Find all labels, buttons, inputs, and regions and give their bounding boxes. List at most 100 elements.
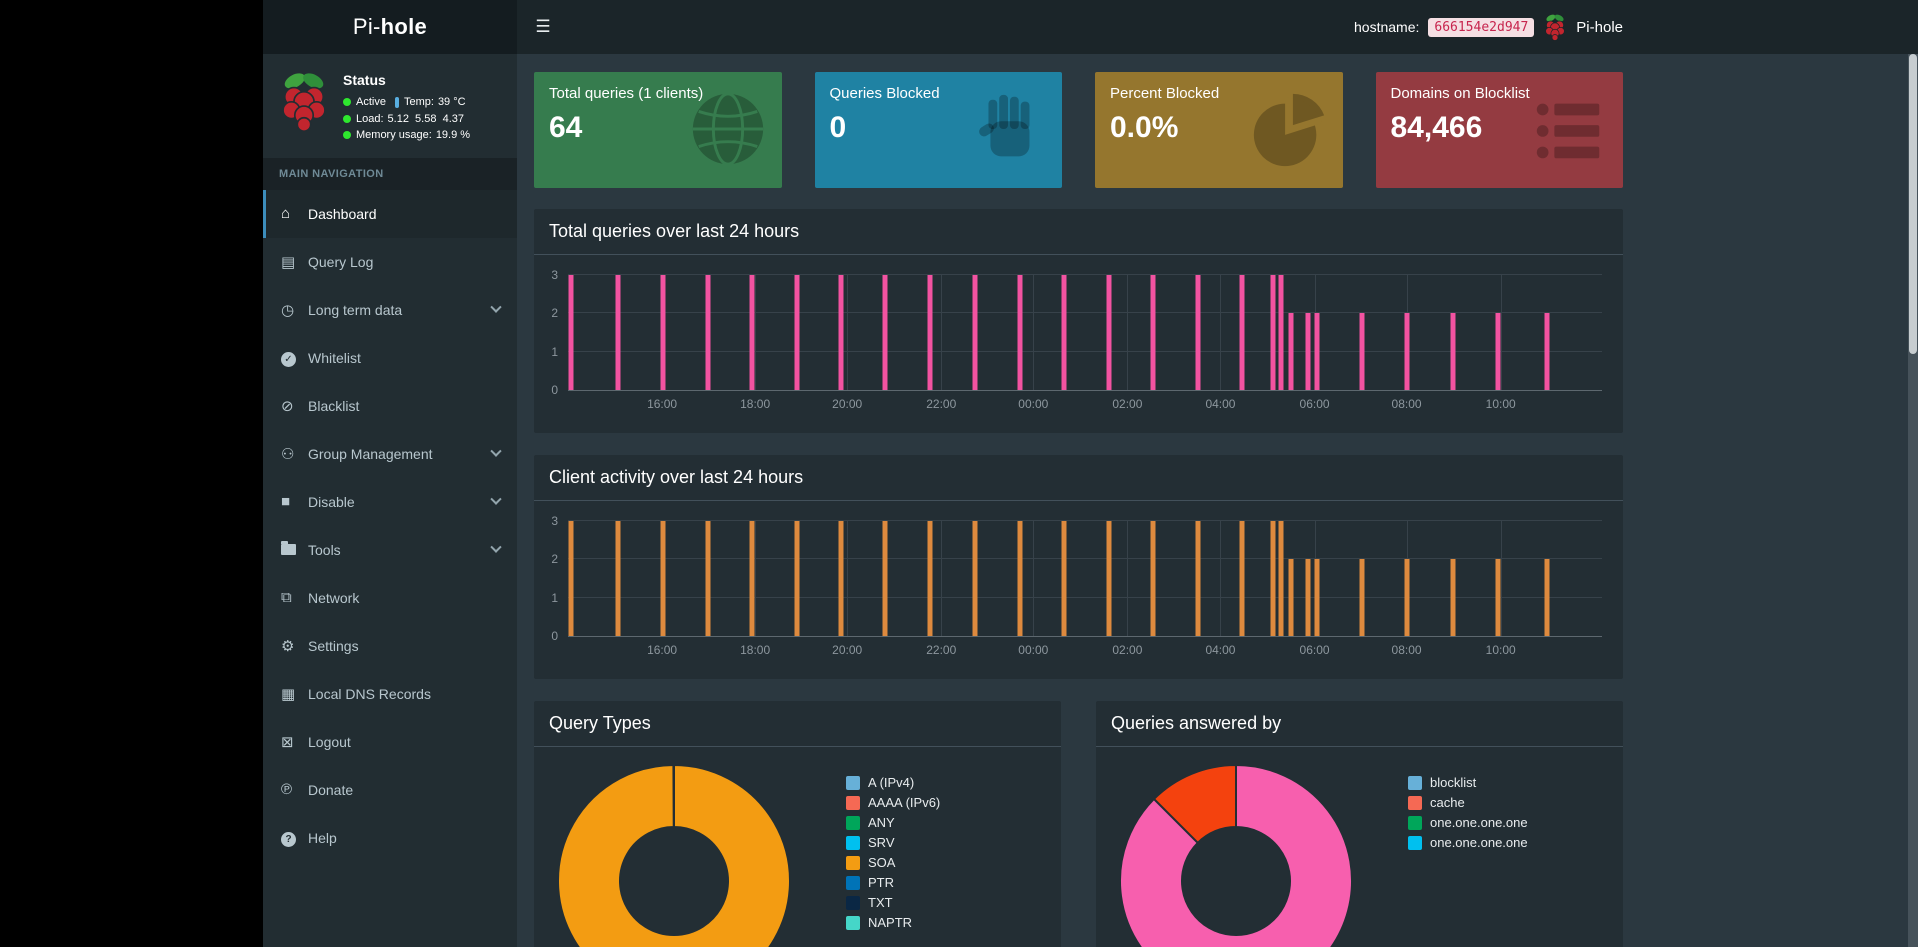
legend-item[interactable]: cache — [1408, 795, 1528, 810]
navbar-right: hostname: 666154e2d947 Pi-hole — [1354, 13, 1623, 41]
nav-section-label: MAIN NAVIGATION — [263, 157, 517, 190]
bar — [1017, 275, 1023, 390]
sidebar-item-dashboard[interactable]: ⌂ Dashboard — [263, 189, 517, 238]
legend-label: A (IPv4) — [868, 775, 915, 790]
legend-label: SRV — [868, 835, 895, 850]
sidebar-item-whitelist[interactable]: ✓ Whitelist — [263, 334, 517, 382]
temp-value: 39 °C — [437, 96, 466, 108]
bar — [1404, 559, 1410, 636]
legend-label: AAAA (IPv6) — [868, 795, 941, 810]
sidebar-item-group-management[interactable]: ⚇ Group Management — [263, 430, 517, 478]
legend-color-box — [846, 855, 860, 870]
legend-item[interactable]: PTR — [846, 875, 940, 890]
bar — [1150, 275, 1156, 390]
chevron-down-icon — [490, 301, 502, 313]
status-line-memory: Memory usage: 19.9 % — [343, 127, 470, 144]
sidebar-item-logout[interactable]: ⊠ Logout — [281, 733, 351, 751]
pie-chart-icon — [1253, 93, 1324, 167]
panel-body: blocklist cache one.one.one.one one.one.one… — [1096, 747, 1623, 947]
sidebar-item-donate[interactable]: ℗ Donate — [281, 781, 354, 798]
legend-item[interactable]: AAAA (IPv6) — [846, 795, 940, 810]
legend-item[interactable]: ANY — [846, 815, 940, 830]
legend-item[interactable]: one.one.one.one — [1408, 835, 1528, 850]
users-icon: ⚇ — [281, 445, 295, 463]
top-navbar: ☰ hostname: 666154e2d947 Pi-hole — [517, 0, 1918, 54]
donut-segment — [557, 763, 791, 947]
sidebar-item-tools[interactable]: Tools — [263, 526, 517, 574]
bar — [1305, 313, 1311, 390]
bar — [1288, 559, 1294, 636]
card-value: 84,466 — [1390, 111, 1483, 144]
bar — [882, 275, 888, 390]
file-icon: ▤ — [281, 253, 296, 271]
legend-color-box — [846, 795, 860, 810]
total-queries-chart: 0 1 2 3 16:00 18:00 20:00 22:00 00:00 02:00 04:00 0… — [551, 268, 1602, 411]
bar — [615, 275, 621, 390]
legend-label: PTR — [868, 875, 894, 890]
sidebar-item-network[interactable]: ⧉ Network — [281, 589, 360, 606]
percent-blocked-card: Percent Blocked 0.0% — [1095, 72, 1343, 188]
bar — [660, 521, 666, 636]
legend-item[interactable]: NAPTR — [846, 915, 940, 930]
raspberry-logo-icon — [1545, 14, 1566, 41]
hostname-badge: 666154e2d947 — [1428, 17, 1535, 37]
legend-color-box — [846, 875, 860, 890]
bar — [705, 275, 711, 390]
legend-item[interactable]: SOA — [846, 855, 940, 870]
sidebar-item-long-term-data[interactable]: ◷ Long term data — [263, 286, 517, 334]
bar — [568, 521, 574, 636]
panel-title: Total queries over last 24 hours — [534, 209, 1623, 255]
load-value: 5.12 5.58 4.37 — [387, 112, 464, 125]
bar — [1061, 275, 1067, 390]
sidebar: Status Active Temp: 39 °C Load: 5.12 5.5… — [263, 54, 517, 947]
sidebar-item-local-dns-records[interactable]: ▦ Local DNS Records — [281, 685, 431, 703]
bar — [1270, 275, 1276, 390]
client-activity-panel: Client activity over last 24 hours 0 1 2 3 1… — [534, 455, 1623, 679]
bar — [1195, 521, 1201, 636]
status-line-active: Active Temp: 39 °C — [343, 94, 470, 111]
logout-icon: ⊠ — [281, 733, 294, 751]
legend-item[interactable]: TXT — [846, 895, 940, 910]
globe-icon — [692, 92, 763, 166]
bar — [1544, 313, 1550, 390]
bar — [927, 275, 933, 390]
sidebar-toggle-button[interactable]: ☰ — [517, 0, 569, 54]
question-circle-icon: ? — [281, 829, 308, 847]
legend-label: ANY — [868, 815, 895, 830]
bar — [794, 275, 799, 390]
x-axis-tick: 00:00 — [1018, 397, 1049, 411]
bar — [1288, 313, 1294, 390]
bar — [1239, 521, 1245, 636]
hostname-label: hostname: — [1354, 19, 1420, 35]
legend-item[interactable]: SRV — [846, 835, 940, 850]
scrollbar-thumb[interactable] — [1909, 54, 1917, 354]
legend-item[interactable]: blocklist — [1408, 775, 1528, 790]
sidebar-item-disable[interactable]: ■ Disable — [263, 478, 517, 526]
main-header: Pi-hole ☰ hostname: 666154e2d947 Pi- — [263, 0, 1918, 54]
folder-icon — [281, 541, 308, 558]
queries-answered-by-panel: Queries answered by blocklist cache one.on… — [1096, 701, 1623, 947]
status-dot-icon — [343, 98, 351, 107]
bar — [794, 521, 799, 636]
gear-icon: ⚙ — [281, 637, 295, 655]
pihole-app: Pi-hole ☰ hostname: 666154e2d947 Pi- — [263, 0, 1918, 947]
legend-item[interactable]: A (IPv4) — [846, 775, 940, 790]
brand-link[interactable]: Pi-hole — [1576, 18, 1623, 36]
y-axis-tick: 2 — [551, 552, 558, 567]
scrollbar[interactable] — [1908, 54, 1918, 947]
bar — [1305, 559, 1311, 636]
x-axis-tick: 18:00 — [740, 397, 771, 411]
x-axis-tick: 08:00 — [1391, 397, 1422, 411]
logo-link[interactable]: Pi-hole — [263, 0, 517, 54]
sidebar-item-settings[interactable]: ⚙ Settings — [281, 637, 359, 655]
query-types-donut — [557, 763, 791, 947]
sidebar-item-help[interactable]: ? Help — [263, 814, 517, 862]
bar — [615, 521, 621, 636]
bar — [1106, 275, 1112, 390]
sidebar-item-query-log[interactable]: ▤ Query Log — [281, 253, 374, 271]
bar — [838, 521, 844, 636]
status-line-load: Load: 5.12 5.58 4.37 — [343, 111, 470, 128]
legend-item[interactable]: one.one.one.one — [1408, 815, 1528, 830]
sidebar-item-blacklist[interactable]: ⊘ Blacklist — [281, 397, 360, 415]
donut-segment — [1152, 763, 1237, 845]
